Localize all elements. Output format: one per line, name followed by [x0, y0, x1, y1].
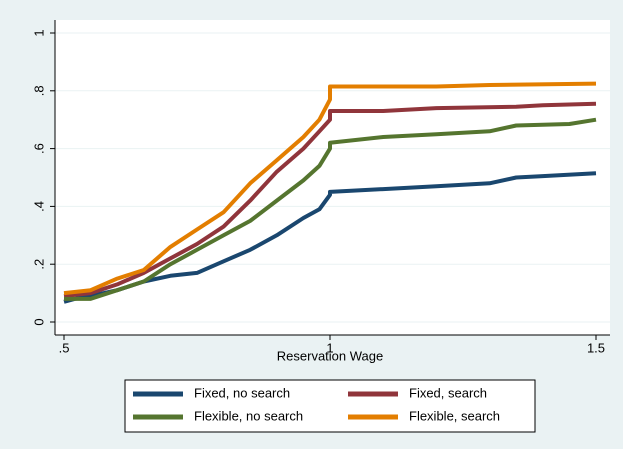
series-line — [64, 117, 597, 301]
legend-label: Flexible, search — [409, 408, 500, 423]
y-tick-label: .6 — [31, 143, 46, 154]
legend-box — [124, 379, 536, 433]
legend-label: Fixed, no search — [194, 385, 290, 400]
y-tick-label: .2 — [31, 259, 46, 270]
series-line — [63, 81, 597, 296]
y-tick-label: 1 — [31, 29, 46, 36]
y-tick-label: .4 — [31, 201, 46, 212]
x-tick-label: .5 — [59, 340, 70, 355]
x-tick-label: 1.5 — [587, 340, 605, 355]
series-line — [63, 101, 597, 298]
legend-label: Fixed, search — [409, 385, 487, 400]
legend-label: Flexible, no search — [194, 408, 303, 423]
y-tick-label: .8 — [31, 85, 46, 96]
y-tick-label: 0 — [31, 318, 46, 325]
x-axis-label: Reservation Wage — [277, 348, 383, 363]
x-tick-label: 1 — [326, 340, 333, 355]
